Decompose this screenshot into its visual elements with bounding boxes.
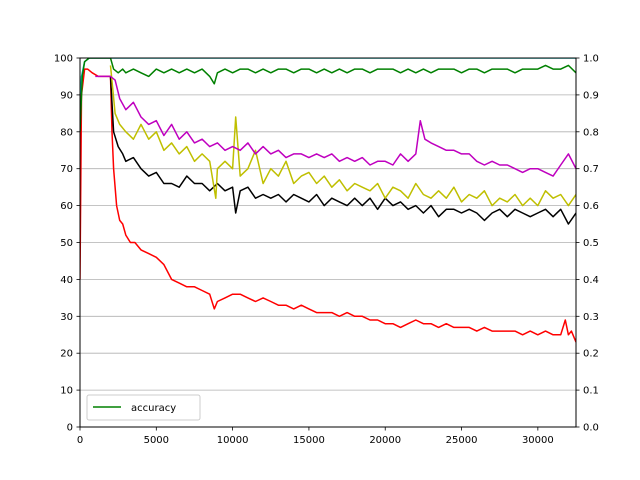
y-left-tick-label: 90 <box>60 90 73 101</box>
series-line-series-4 <box>109 65 576 207</box>
x-tick-label: 10000 <box>217 435 249 446</box>
legend: accuracy <box>86 394 201 421</box>
x-tick-label: 15000 <box>293 435 325 446</box>
y-left-tick-label: 0 <box>67 423 73 434</box>
y-right-tick-label: 0.1 <box>583 386 599 397</box>
series-line-series-5 <box>95 75 576 177</box>
y-right-tick-label: 0.9 <box>583 90 599 101</box>
x-tick-label: 20000 <box>369 435 401 446</box>
series-line-series-2 <box>80 68 576 343</box>
y-right-tick-label: 0.7 <box>583 164 599 175</box>
y-axis-left: 0 10 20 30 40 50 60 70 80 90 100 <box>54 54 80 434</box>
y-right-tick-label: 0.4 <box>583 275 599 286</box>
y-left-tick-label: 100 <box>54 54 73 65</box>
y-right-tick-label: 0.5 <box>583 238 599 249</box>
x-tick-label: 0 <box>77 435 83 446</box>
y-left-tick-label: 50 <box>60 238 73 249</box>
y-left-tick-label: 70 <box>60 164 73 175</box>
y-left-tick-label: 60 <box>60 201 73 212</box>
x-tick-label: 30000 <box>522 435 554 446</box>
y-right-tick-label: 0.6 <box>583 201 599 212</box>
y-right-tick-label: 0.0 <box>583 423 599 434</box>
y-right-tick-label: 0.8 <box>583 127 599 138</box>
legend-box <box>86 394 201 421</box>
y-right-tick-label: 0.2 <box>583 349 599 360</box>
x-tick-label: 25000 <box>446 435 478 446</box>
y-left-tick-label: 80 <box>60 127 73 138</box>
y-right-tick-label: 1.0 <box>583 54 599 65</box>
x-axis: 0 5000 10000 15000 20000 25000 30000 <box>77 427 554 446</box>
y-axis-right: 0.0 0.1 0.2 0.3 0.4 0.5 0.6 0.7 0.8 0.9 1.0 <box>576 54 599 434</box>
x-tick-label: 5000 <box>144 435 169 446</box>
legend-label: accuracy <box>131 403 176 414</box>
plot-area <box>80 58 576 343</box>
y-left-tick-label: 30 <box>60 312 73 323</box>
y-right-tick-label: 0.3 <box>583 312 599 323</box>
y-left-tick-label: 10 <box>60 386 73 397</box>
y-left-tick-label: 40 <box>60 275 73 286</box>
series-line-series-3 <box>109 76 576 225</box>
series-line-accuracy <box>80 58 576 132</box>
y-left-tick-label: 20 <box>60 349 73 360</box>
